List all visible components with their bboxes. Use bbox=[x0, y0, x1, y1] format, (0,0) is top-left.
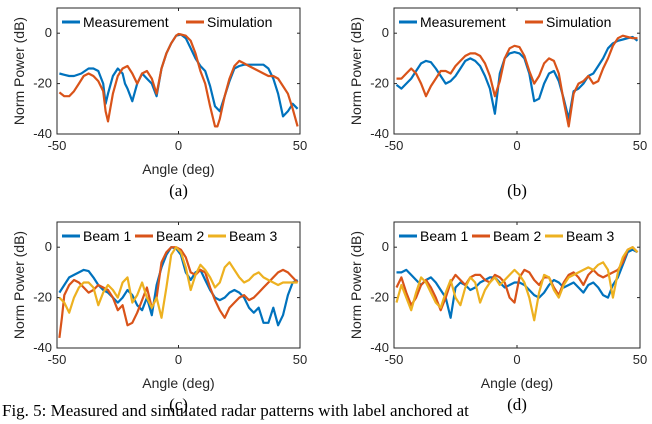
x-tick-label: 50 bbox=[633, 352, 647, 367]
legend-bg bbox=[396, 226, 468, 246]
y-tick-label: -20 bbox=[370, 290, 389, 305]
chart-2: -50 0 50 0 -20 -40 Measurement Simulation Norm P… bbox=[348, 7, 647, 200]
x-tick-label: 0 bbox=[175, 352, 182, 367]
legend-bg bbox=[469, 226, 541, 246]
series-line-beam-1 bbox=[58, 246, 299, 327]
y-tick-label: 0 bbox=[382, 25, 389, 40]
y-tick-label: 0 bbox=[45, 239, 52, 254]
x-tick-label: -50 bbox=[385, 138, 404, 153]
legend-label: Beam 1 bbox=[420, 228, 468, 244]
series-line-beam-3 bbox=[58, 246, 298, 319]
x-axis-label: Angle (deg) bbox=[142, 375, 214, 391]
x-tick-label: 50 bbox=[293, 138, 307, 153]
chart-3: -50 0 50 0 -20 -40 Beam 1 Beam 2 Beam 3 Angle (de… bbox=[11, 221, 307, 414]
y-tick-label: -40 bbox=[370, 340, 389, 355]
subfigure-label: (a) bbox=[169, 181, 188, 200]
chart-4: -50 0 50 0 -20 -40 Beam 1 Beam 2 Beam 3 Angle (de… bbox=[348, 221, 647, 414]
legend: Measurement Simulation bbox=[59, 12, 283, 32]
legend-label: Beam 2 bbox=[493, 228, 541, 244]
y-axis-label: Norm Power (dB) bbox=[11, 17, 27, 125]
y-tick-label: -40 bbox=[33, 340, 52, 355]
series-line-measurement bbox=[59, 33, 299, 118]
legend: Beam 1 Beam 2 Beam 3 bbox=[396, 226, 614, 246]
series-line-beam-1 bbox=[396, 248, 638, 319]
x-axis-label: Angle (deg) bbox=[142, 161, 214, 177]
legend-label: Simulation bbox=[546, 14, 611, 30]
series-line-simulation bbox=[58, 32, 299, 128]
y-axis-label: Norm Power (dB) bbox=[348, 231, 364, 339]
legend: Measurement Simulation bbox=[396, 12, 622, 32]
y-tick-label: -40 bbox=[33, 126, 52, 141]
series-line-beam-2 bbox=[395, 246, 639, 312]
legend-bg bbox=[132, 226, 204, 246]
y-axis-label: Norm Power (dB) bbox=[348, 17, 364, 125]
subfigure-label: (b) bbox=[507, 181, 527, 200]
y-tick-label: -20 bbox=[370, 76, 389, 91]
legend-bg bbox=[59, 12, 177, 32]
legend: Beam 1 Beam 2 Beam 3 bbox=[59, 226, 277, 246]
legend-bg bbox=[396, 12, 514, 32]
subfigure-label: (c) bbox=[169, 395, 188, 414]
y-axis-label: Norm Power (dB) bbox=[11, 231, 27, 339]
y-tick-label: -20 bbox=[33, 76, 52, 91]
x-tick-label: -50 bbox=[48, 138, 67, 153]
legend-bg bbox=[205, 226, 277, 246]
series-line-simulation bbox=[396, 34, 638, 128]
legend-label: Measurement bbox=[420, 14, 506, 30]
legend-bg bbox=[522, 12, 622, 32]
x-tick-label: 0 bbox=[175, 138, 182, 153]
subfigure-label: (d) bbox=[507, 395, 527, 414]
legend-bg bbox=[59, 226, 131, 246]
legend-label: Beam 3 bbox=[566, 228, 614, 244]
x-tick-label: -50 bbox=[48, 352, 67, 367]
x-tick-label: 50 bbox=[633, 138, 647, 153]
legend-bg bbox=[183, 12, 283, 32]
x-axis-label: Angle (deg) bbox=[481, 375, 553, 391]
y-tick-label: 0 bbox=[382, 239, 389, 254]
y-tick-label: -20 bbox=[33, 290, 52, 305]
x-tick-label: 50 bbox=[293, 352, 307, 367]
legend-label: Measurement bbox=[83, 14, 169, 30]
x-tick-label: 0 bbox=[513, 138, 520, 153]
x-tick-label: 0 bbox=[513, 352, 520, 367]
y-tick-label: 0 bbox=[45, 25, 52, 40]
legend-label: Beam 1 bbox=[83, 228, 131, 244]
y-tick-label: -40 bbox=[370, 126, 389, 141]
figure-caption: Fig. 5: Measured and simulated radar pat… bbox=[2, 401, 469, 420]
series-line-measurement bbox=[395, 35, 639, 121]
legend-label: Beam 2 bbox=[156, 228, 204, 244]
legend-label: Beam 3 bbox=[229, 228, 277, 244]
legend-label: Simulation bbox=[207, 14, 272, 30]
chart-1: -50 0 50 0 -20 -40 Measurement Simulation Angle … bbox=[11, 7, 307, 200]
x-tick-label: -50 bbox=[385, 352, 404, 367]
legend-bg bbox=[542, 226, 614, 246]
series-line-beam-3 bbox=[395, 246, 639, 322]
